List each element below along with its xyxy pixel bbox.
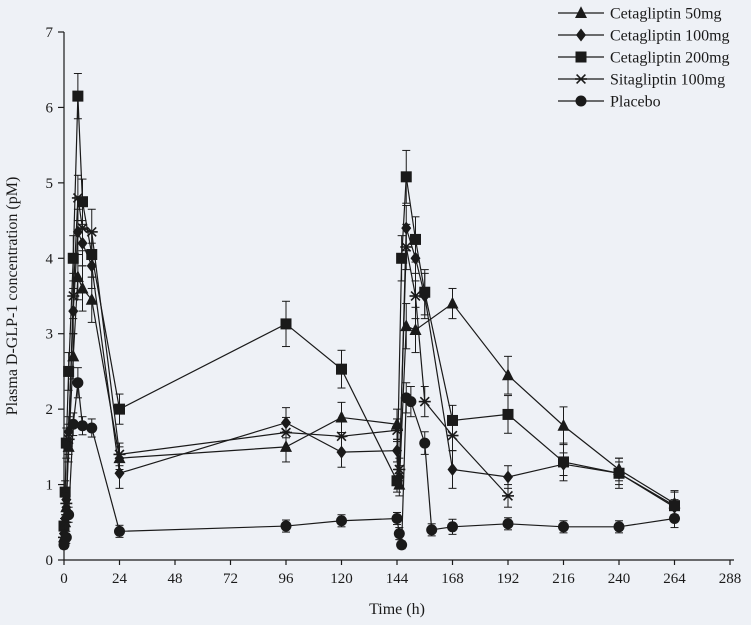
y-tick-label: 1	[46, 478, 54, 494]
legend-label: Cetagliptin 50mg	[610, 6, 722, 23]
error-bars	[60, 174, 512, 546]
series-circle	[58, 367, 680, 551]
series-diamond	[59, 204, 680, 542]
y-tick-label: 5	[46, 176, 54, 192]
legend-item-square: Cetagliptin 200mg	[558, 50, 730, 67]
x-tick-label: 264	[663, 571, 686, 587]
x-tick-label: 216	[552, 571, 575, 587]
x-tick-label: 192	[497, 571, 520, 587]
y-axis-title: Plasma D-GLP-1 concentration (pM)	[4, 177, 21, 416]
x-tick-label: 96	[279, 571, 295, 587]
error-bars	[60, 204, 679, 542]
series-asterisk	[58, 174, 514, 546]
x-tick-label: 72	[223, 571, 238, 587]
y-tick-label: 3	[46, 327, 54, 343]
error-bars	[60, 367, 679, 550]
axes	[58, 31, 734, 565]
legend-item-triangle: Cetagliptin 50mg	[558, 6, 722, 23]
legend-item-asterisk: Sitagliptin 100mg	[558, 72, 725, 89]
x-tick-label: 0	[60, 571, 68, 587]
y-tick-label: 0	[46, 553, 54, 569]
legend-item-circle: Placebo	[558, 94, 661, 111]
x-tick-label: 120	[330, 571, 353, 587]
plot-area: 0 24 48 72 96 120 144 168 192 216 240 264 288 0 1 2 3 4 5 6…	[46, 6, 742, 588]
x-axis-title: Time (h)	[369, 601, 425, 618]
error-bars	[60, 254, 679, 546]
x-tick-label: 240	[608, 571, 631, 587]
legend-label: Cetagliptin 100mg	[610, 28, 730, 45]
error-bars	[60, 72, 679, 535]
x-tick-label: 24	[112, 571, 128, 587]
series-triangle	[58, 254, 681, 546]
x-tick-label: 288	[719, 571, 742, 587]
x-tick-label: 144	[386, 571, 409, 587]
x-tick-label: 48	[168, 571, 183, 587]
legend-label: Placebo	[610, 94, 661, 111]
y-tick-label: 4	[46, 251, 54, 267]
x-tick-label: 168	[441, 571, 464, 587]
legend-label: Sitagliptin 100mg	[610, 72, 725, 89]
series-square	[58, 72, 680, 535]
y-tick-label: 7	[46, 25, 54, 41]
y-tick-label: 2	[46, 402, 54, 418]
legend-label: Cetagliptin 200mg	[610, 50, 730, 67]
legend-item-diamond: Cetagliptin 100mg	[558, 28, 730, 45]
y-tick-label: 6	[46, 100, 54, 116]
legend: Cetagliptin 50mg Cetagliptin 100mg Cetagli…	[558, 6, 730, 111]
